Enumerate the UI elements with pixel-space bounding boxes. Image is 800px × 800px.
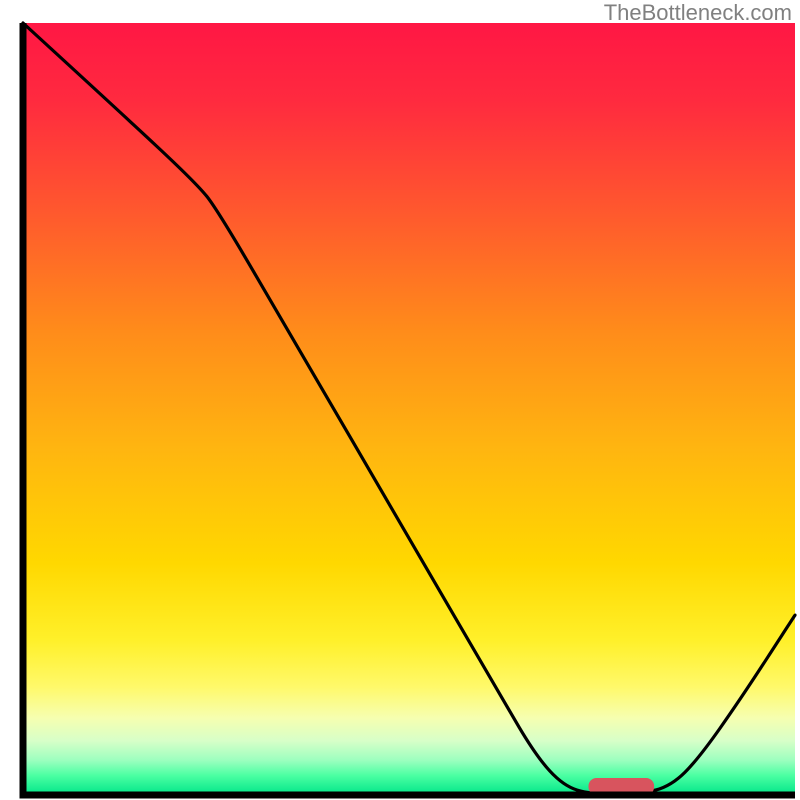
- bottleneck-chart: TheBottleneck.com: [0, 0, 800, 800]
- plot-background: [23, 23, 795, 795]
- chart-svg: [0, 0, 800, 800]
- watermark-text: TheBottleneck.com: [604, 0, 792, 26]
